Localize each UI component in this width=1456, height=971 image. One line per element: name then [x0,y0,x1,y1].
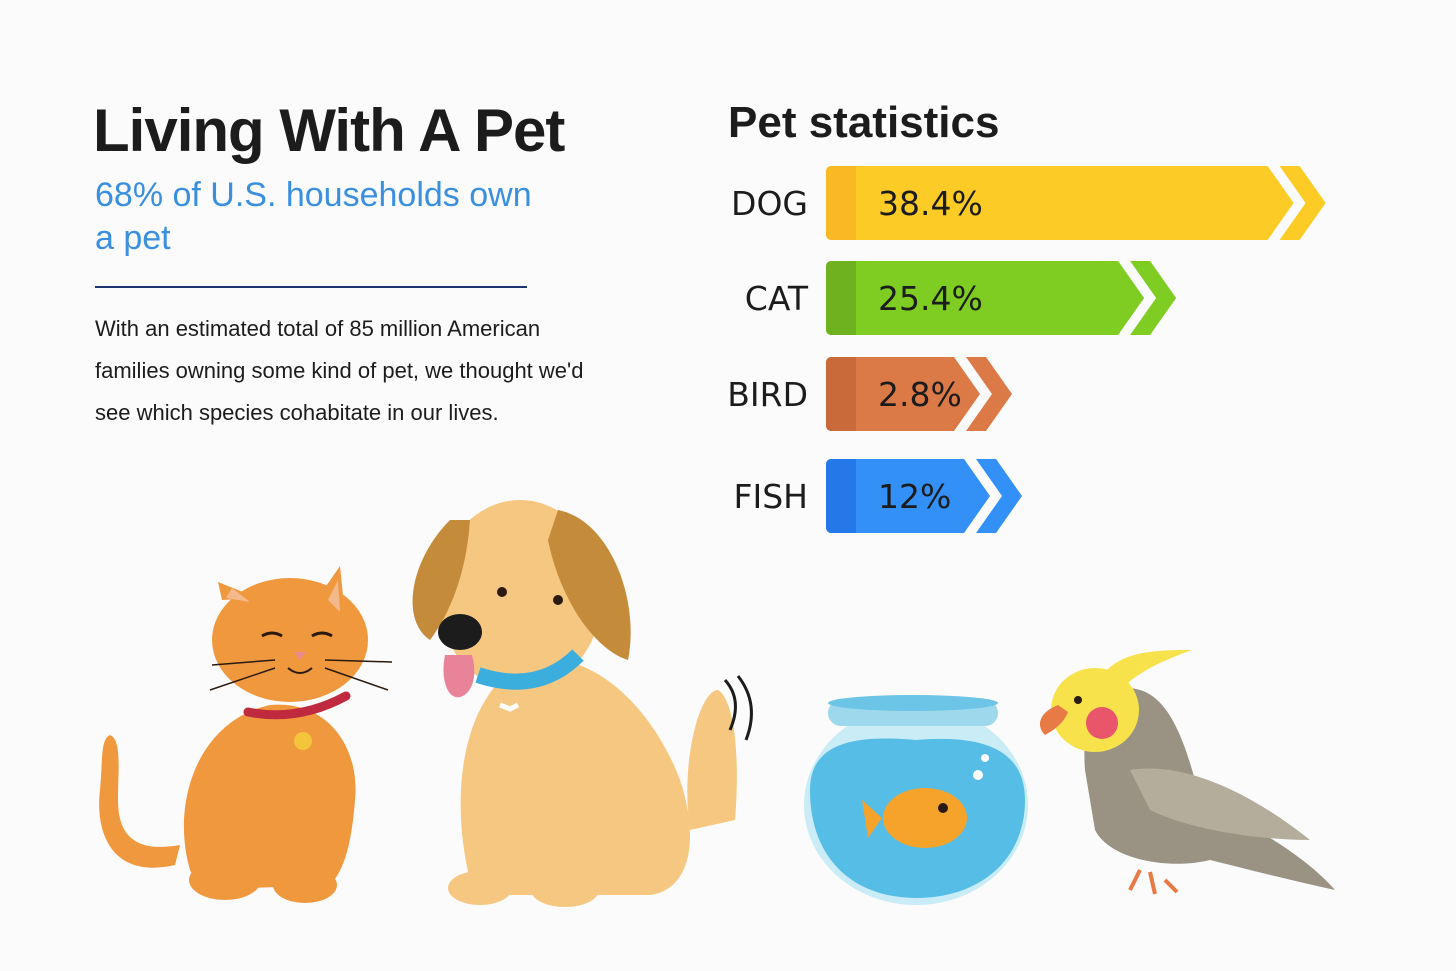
bar-chevron-fish [976,459,1022,533]
category-label-dog: DOG [731,184,808,223]
cat-illustration [99,566,393,903]
bar-accent-dog [826,166,856,240]
bar-chevron-cat [1130,261,1177,335]
chart-title: Pet statistics [728,98,1000,147]
bar-accent-fish [826,459,856,533]
dog-illustration [412,500,753,907]
bar-accent-bird [826,357,856,431]
value-label-dog: 38.4% [878,184,983,223]
category-label-cat: CAT [745,279,809,318]
fishbowl-illustration [804,695,1028,905]
page-title: Living With A Pet [93,97,565,164]
intro-paragraph: With an estimated total of 85 million Am… [95,316,584,425]
bar-bird [826,357,980,431]
divider [95,286,527,288]
cockatiel-illustration [1039,650,1335,895]
value-label-fish: 12% [878,477,951,516]
value-label-cat: 25.4% [878,279,983,318]
bar-cat [826,261,1145,335]
category-label-bird: BIRD [727,375,808,414]
bar-fish [826,459,990,533]
page-subtitle: 68% of U.S. households own a pet [95,176,532,257]
bar-chevron-bird [966,357,1012,431]
bar-dog [826,166,1294,240]
value-label-bird: 2.8% [878,375,962,414]
bar-chevron-dog [1279,166,1326,240]
category-label-fish: FISH [734,477,808,516]
bar-accent-cat [826,261,856,335]
